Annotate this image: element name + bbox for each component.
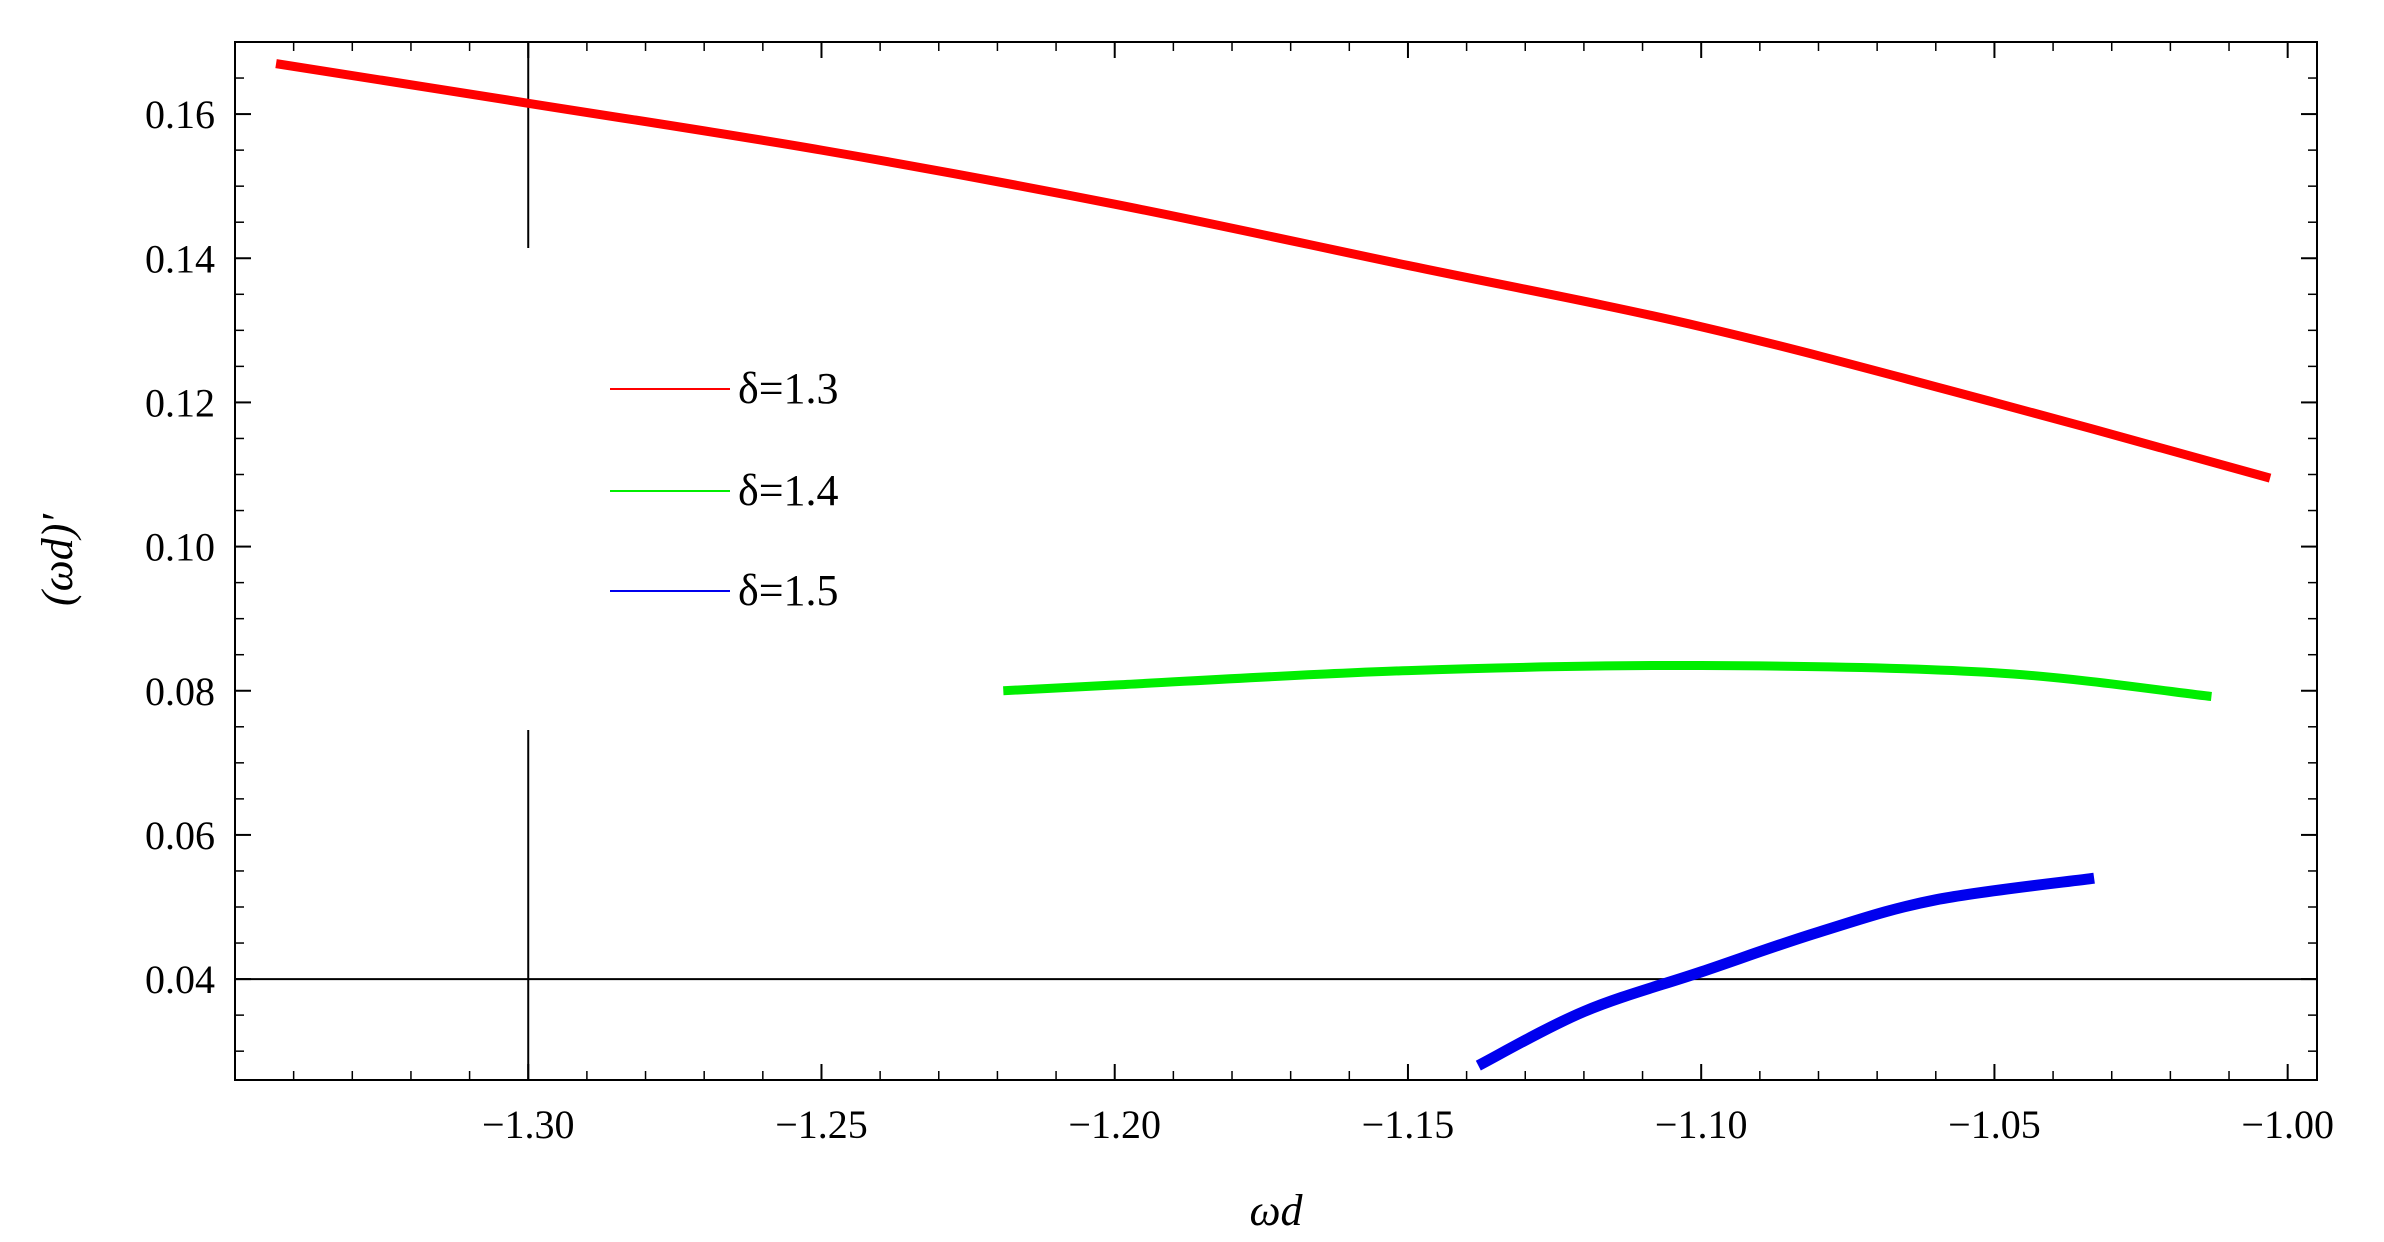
series-line-3 (1475, 872, 2095, 1071)
series-group (275, 59, 2272, 1071)
x-tick-label: −1.25 (775, 1102, 868, 1147)
x-axis-label: ωd (1249, 1186, 1303, 1235)
y-axis-label: (ωd)′ (33, 513, 82, 606)
legend-label: δ=1.3 (738, 364, 839, 413)
plot-frame (234, 41, 2318, 1081)
y-tick-label: 0.06 (145, 813, 215, 858)
x-tick-label: −1.30 (482, 1102, 575, 1147)
x-tick-label: −1.15 (1362, 1102, 1455, 1147)
series-line-2 (1003, 660, 2212, 701)
y-tick-label: 0.08 (145, 669, 215, 714)
y-tick-label: 0.12 (145, 380, 215, 425)
reference-lines (235, 42, 2317, 1080)
y-tick-label: 0.16 (145, 92, 215, 137)
series-line-1 (275, 59, 2272, 483)
legend-label: δ=1.5 (738, 566, 839, 615)
y-tick-label: 0.10 (145, 525, 215, 570)
x-tick-label: −1.20 (1068, 1102, 1161, 1147)
x-tick-label: −1.00 (2241, 1102, 2334, 1147)
x-tick-label: −1.05 (1948, 1102, 2041, 1147)
legend-label: δ=1.4 (738, 466, 839, 515)
x-tick-label: −1.10 (1655, 1102, 1748, 1147)
y-tick-label: 0.04 (145, 957, 215, 1002)
ticks: −1.30 −1.25 −1.20 −1.15 −1.10 −1.05 −1.00 0.04 0… (145, 41, 2334, 1147)
y-tick-label: 0.14 (145, 236, 215, 281)
legend: δ=1.3 δ=1.4 δ=1.5 (610, 364, 839, 615)
